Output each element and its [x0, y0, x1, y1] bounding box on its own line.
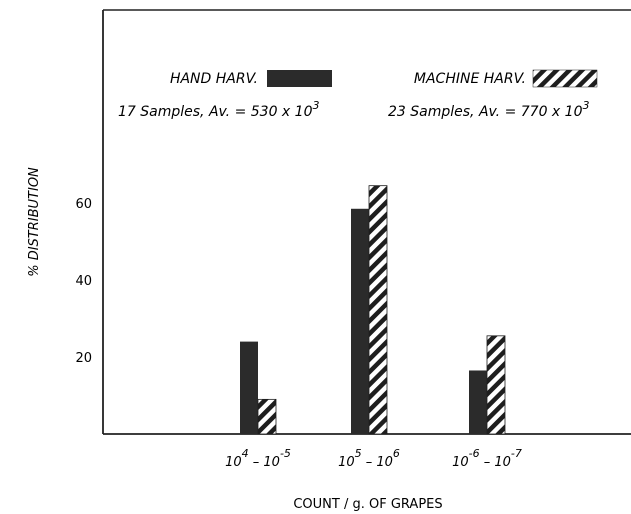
bars-group	[240, 185, 506, 435]
bar-machine-3	[486, 335, 506, 435]
x-axis-category-labels: 104 – 10-5 105 – 106 10-6 – 10-7	[225, 447, 522, 470]
y-tick-label: 20	[75, 351, 92, 366]
x-category-label: 104 – 10-5	[225, 447, 291, 470]
legend-label-hand: HAND HARV.	[170, 71, 258, 87]
bar-machine-2	[368, 185, 388, 435]
x-axis-title: COUNT / g. OF GRAPES	[293, 497, 442, 512]
bar-hand-3	[469, 370, 487, 434]
bar-hand-2	[351, 208, 369, 434]
legend: HAND HARV. 17 Samples, Av. = 530 x 103 M…	[118, 69, 598, 120]
y-axis-ticks: 20 40 60	[75, 197, 92, 366]
legend-note-machine: 23 Samples, Av. = 770 x 103	[388, 99, 589, 120]
legend-swatch-hand	[267, 70, 332, 87]
y-tick-label: 60	[75, 197, 92, 212]
x-category-label: 105 – 106	[338, 447, 400, 470]
legend-note-hand: 17 Samples, Av. = 530 x 103	[118, 99, 319, 120]
y-axis-title: % DISTRIBUTION	[27, 167, 42, 277]
bar-hand-1	[240, 341, 258, 434]
legend-swatch-machine	[532, 69, 598, 88]
x-category-label: 10-6 – 10-7	[452, 447, 522, 470]
bar-machine-1	[257, 398, 277, 435]
y-tick-label: 40	[75, 274, 92, 289]
legend-label-machine: MACHINE HARV.	[414, 71, 526, 87]
